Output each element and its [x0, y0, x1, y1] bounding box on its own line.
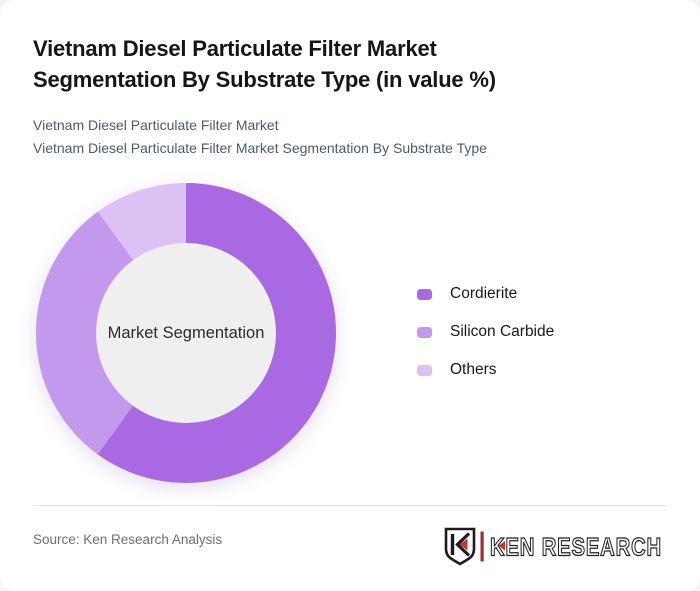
- subtitle-line-1: Vietnam Diesel Particulate Filter Market: [33, 117, 279, 133]
- legend-label: Silicon Carbide: [450, 323, 555, 340]
- logo-divider-bar: [480, 531, 484, 562]
- logo-k-accent: [498, 541, 505, 551]
- page-title: Vietnam Diesel Particulate Filter Market…: [33, 36, 496, 92]
- legend-label: Others: [450, 361, 497, 378]
- logo-wordmark: KEN RESEARCH: [490, 534, 662, 562]
- legend-swatch-icon: [417, 326, 432, 338]
- ken-research-logo: KEN RESEARCH: [444, 527, 662, 566]
- subtitle-line-2: Vietnam Diesel Particulate Filter Market…: [33, 139, 487, 156]
- donut-center-label: Market Segmentation: [107, 323, 265, 342]
- shield-icon: [444, 527, 476, 566]
- legend-swatch-icon: [417, 364, 432, 376]
- legend-swatch-icon: [417, 288, 432, 300]
- footer-divider: [33, 505, 667, 506]
- donut-chart: Market Segmentation: [36, 183, 336, 483]
- legend-item-cordierite: Cordierite: [417, 284, 554, 304]
- chart-legend: Cordierite Silicon Carbide Others: [417, 284, 554, 398]
- legend-label: Cordierite: [450, 285, 518, 302]
- donut-center: Market Segmentation: [96, 243, 276, 423]
- chart-subtitle: Vietnam Diesel Particulate Filter Market…: [33, 114, 487, 159]
- source-note: Source: Ken Research Analysis: [33, 532, 223, 547]
- legend-item-others: Others: [417, 360, 554, 380]
- legend-item-silicon-carbide: Silicon Carbide: [417, 322, 554, 342]
